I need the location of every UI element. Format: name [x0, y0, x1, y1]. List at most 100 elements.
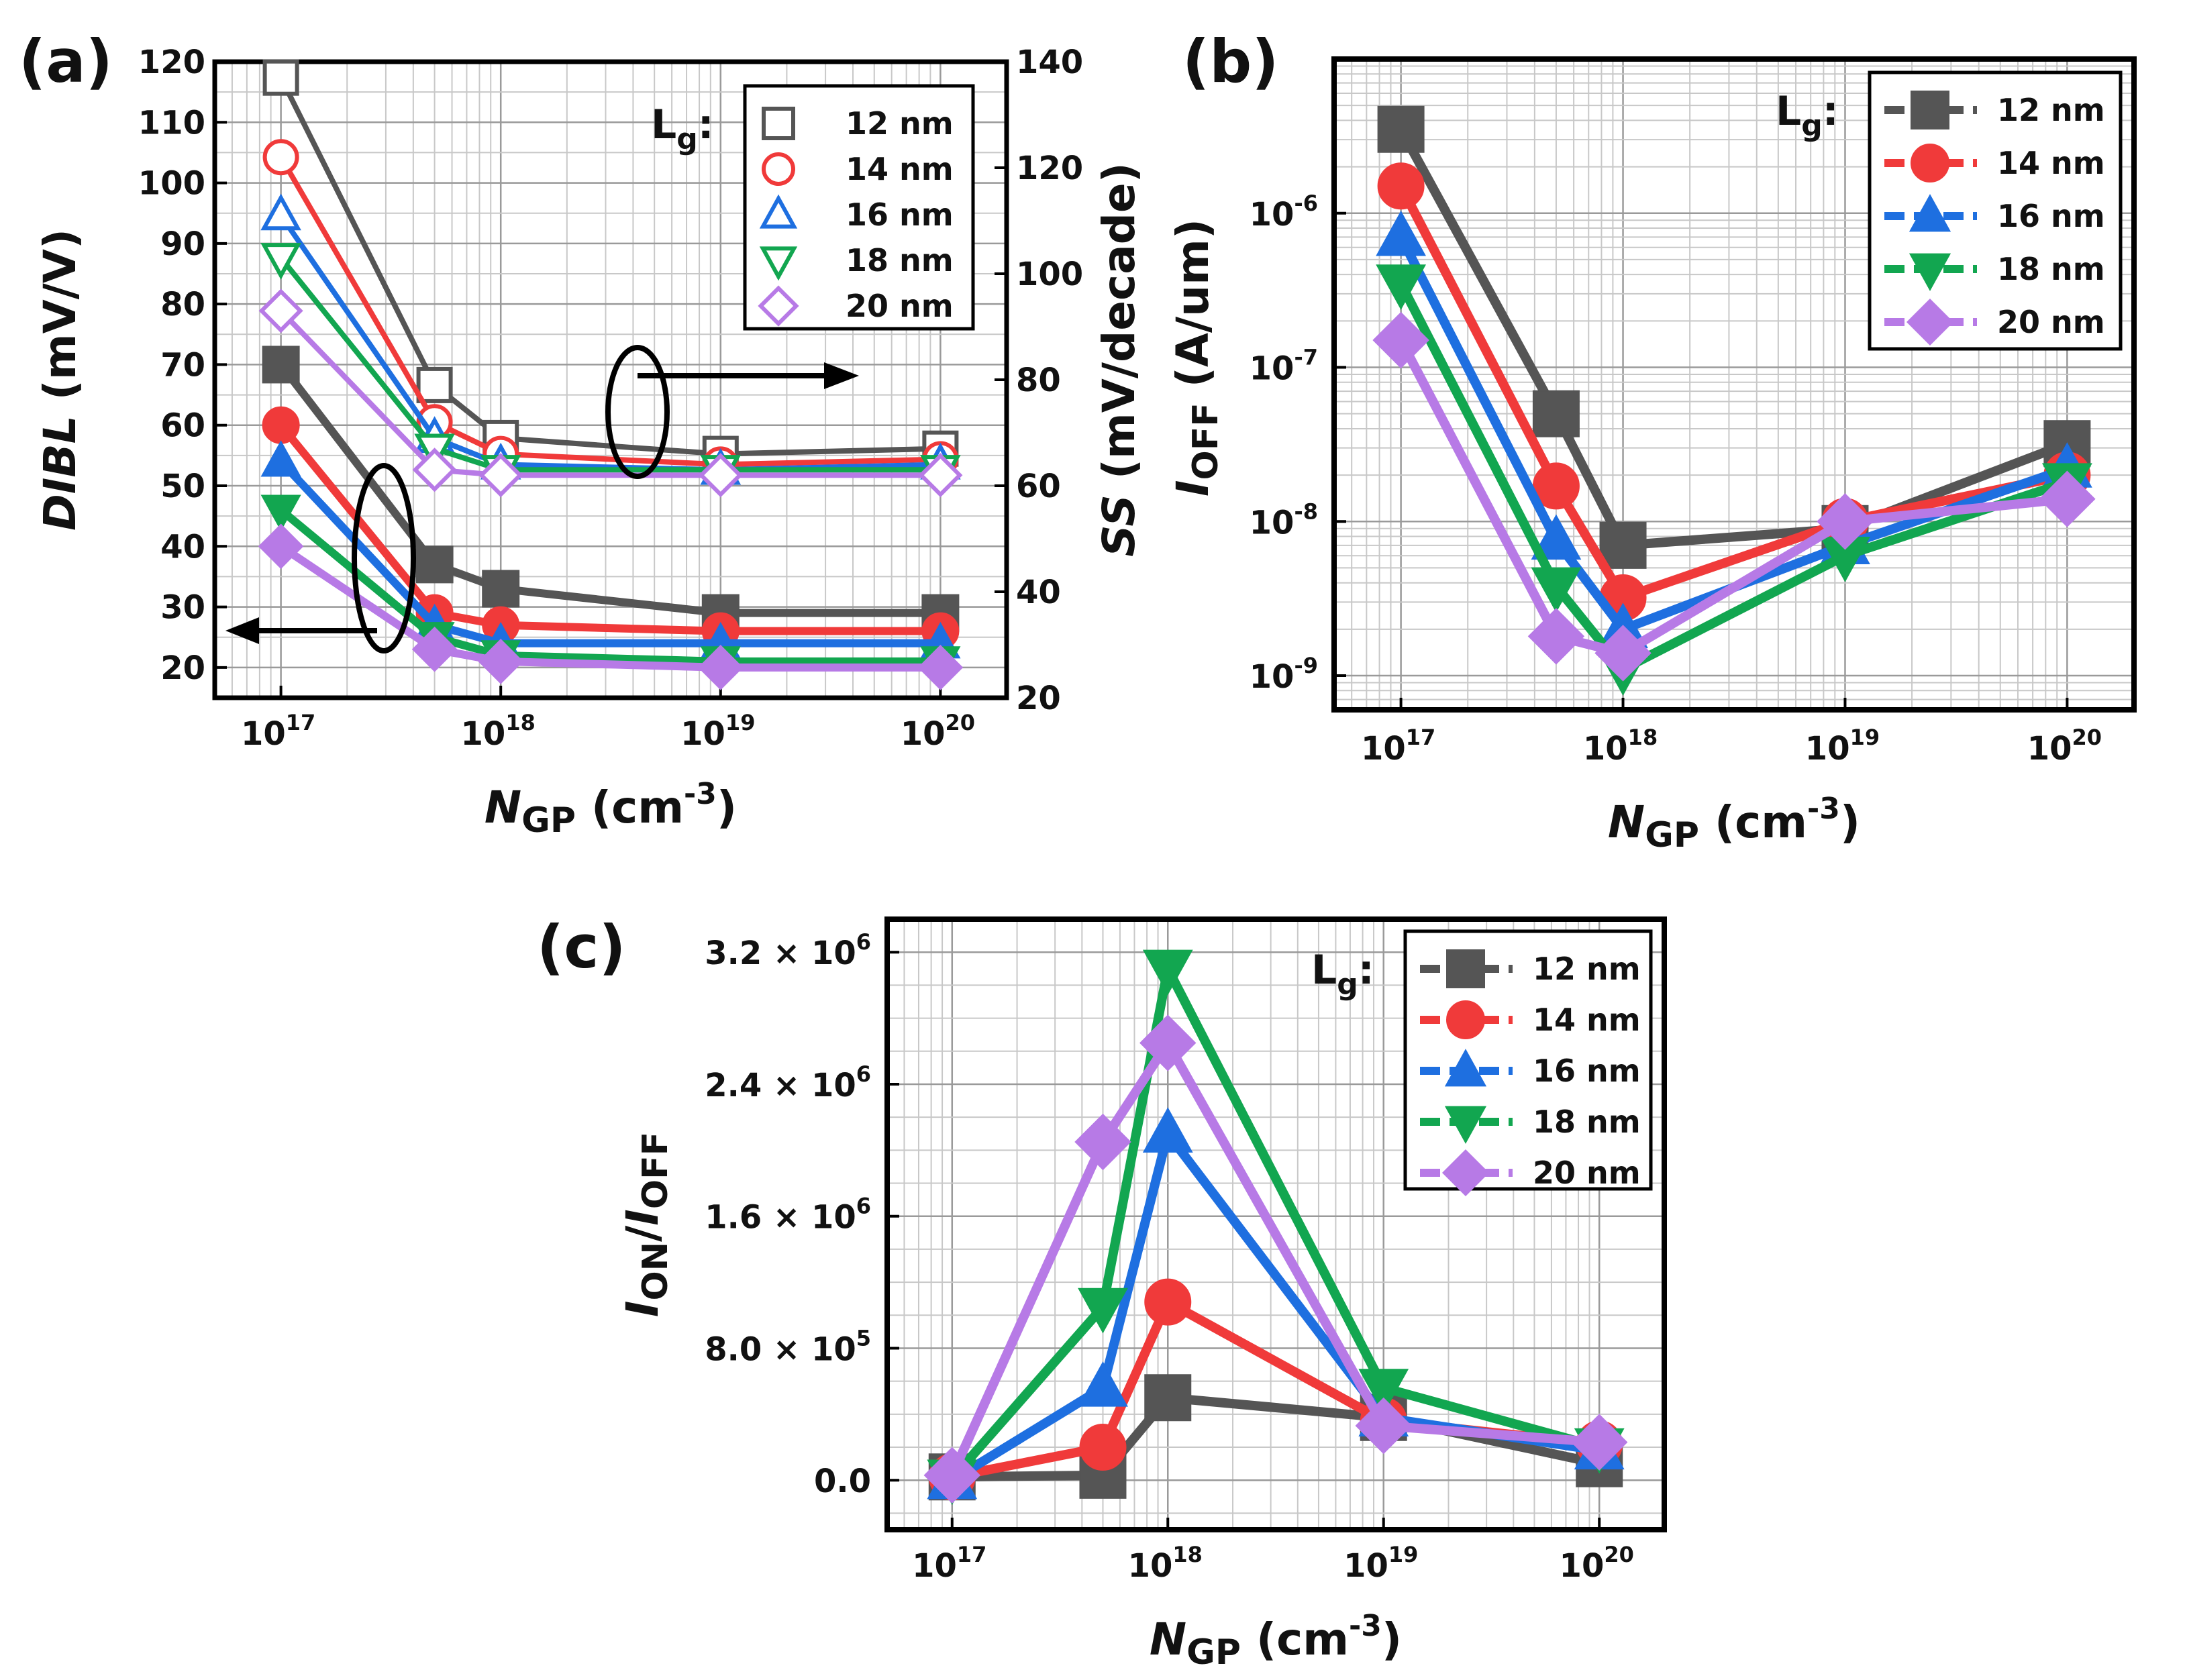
- data-point: [1531, 567, 1582, 613]
- xlabel-sup: -3: [1349, 1609, 1382, 1643]
- data-point: [1599, 521, 1647, 569]
- y2-tick-label: 20: [1016, 680, 1061, 717]
- xlabel-symbol: N: [485, 782, 521, 833]
- legend-entry-label: 14 nm: [1533, 1002, 1641, 1038]
- y-axis-label: IOFF (A/um): [1167, 219, 1226, 496]
- tick-base: 10: [2027, 730, 2072, 768]
- ylabel-symbol-on: I: [617, 1301, 668, 1318]
- y-tick-label: 40: [160, 528, 205, 566]
- y-tick-label: 10-8: [1250, 498, 1318, 541]
- data-point: [1372, 311, 1429, 369]
- data-point: [1377, 105, 1425, 153]
- tick-exponent: -9: [1294, 653, 1318, 678]
- y-tick-label: 3.2 × 106: [705, 929, 871, 972]
- tick-base: 10: [1583, 730, 1628, 768]
- legend-title: Lg:: [1311, 947, 1374, 1002]
- data-point: [1571, 1414, 1628, 1471]
- data-point: [1376, 264, 1427, 310]
- tick-base: 1.6 × 10: [705, 1199, 856, 1237]
- tick-exponent: -6: [1294, 191, 1318, 216]
- tick-base: 10: [901, 715, 946, 753]
- y-axis-label: ION/IOFF: [617, 1132, 676, 1317]
- dibl-point: [260, 494, 301, 531]
- legend-marker: [1441, 1149, 1490, 1197]
- annotation-ellipse-left: [352, 463, 416, 653]
- panel-label-c: (c): [537, 912, 626, 982]
- data-point: [1817, 493, 1874, 550]
- legend-marker: [759, 194, 798, 229]
- legend-entry-label: 12 nm: [846, 105, 954, 142]
- data-point: [1144, 1374, 1192, 1422]
- tick-exponent: -7: [1294, 345, 1318, 370]
- ylabel-symbol: DIBL: [34, 415, 86, 531]
- ss-point: [698, 453, 743, 498]
- y-tick-label: 70: [160, 346, 205, 384]
- data-point: [1074, 1113, 1131, 1171]
- dibl-point: [262, 346, 300, 384]
- xlabel-sup: -3: [684, 777, 717, 811]
- y-axis-label-text: IOFF (A/um): [1167, 219, 1226, 496]
- xlabel-unit: (cm: [1699, 796, 1807, 848]
- tick-base: 10: [1250, 196, 1294, 233]
- tick-base: 10: [1250, 504, 1294, 541]
- legend-title-L: L: [1776, 88, 1801, 135]
- legend-marker: [1446, 949, 1485, 988]
- tick-base: 10: [461, 715, 506, 753]
- x-tick-label: 1017: [241, 710, 315, 753]
- y-tick-label: 120: [138, 44, 205, 81]
- data-point: [2039, 470, 2096, 527]
- y-tick-label: 90: [160, 225, 205, 263]
- ylabel-slash: /: [617, 1225, 668, 1242]
- legend-entry-label: 16 nm: [1533, 1053, 1641, 1089]
- tick-base: 10: [680, 715, 725, 753]
- legend-title-L: L: [651, 101, 676, 148]
- y-tick-label: 1.6 × 106: [705, 1194, 871, 1237]
- data-point: [1078, 1288, 1128, 1334]
- y-tick-label: 100: [138, 165, 205, 203]
- dibl-point: [258, 523, 304, 570]
- tick-exponent: 19: [1388, 1542, 1419, 1567]
- tick-exponent: 20: [946, 710, 976, 735]
- data-point: [1139, 1014, 1197, 1071]
- data-point: [1355, 1397, 1412, 1455]
- ss-point: [416, 366, 453, 403]
- tick-base: 2.4 × 10: [705, 1067, 856, 1104]
- ylabel-symbol: SS: [1093, 494, 1145, 557]
- x-tick-label: 1020: [2027, 725, 2102, 768]
- ss-point: [412, 448, 457, 492]
- tick-exponent: 17: [1406, 725, 1436, 750]
- legend-title-L: L: [1311, 947, 1337, 994]
- ss-point: [260, 193, 301, 231]
- tick-exponent: 18: [505, 710, 536, 735]
- tick-exponent: 20: [2072, 725, 2102, 750]
- legend-entry-label: 12 nm: [1533, 951, 1641, 987]
- tick-exponent: -8: [1294, 498, 1318, 524]
- legend-marker: [759, 246, 798, 281]
- legend-entry-label: 20 nm: [1997, 304, 2105, 340]
- x-tick-label: 1018: [461, 710, 536, 753]
- y-tick-label: 10-9: [1250, 653, 1318, 696]
- tick-exponent: 17: [957, 1542, 987, 1567]
- y-tick-label: 60: [160, 407, 205, 445]
- tick-exponent: 6: [856, 1061, 871, 1087]
- legend-entry-label: 16 nm: [1997, 198, 2105, 234]
- plot-frame: [884, 916, 1667, 1532]
- dibl-point: [697, 645, 744, 690]
- xlabel-unit: (cm: [1241, 1614, 1349, 1665]
- tick-exponent: 19: [725, 710, 756, 735]
- y-tick-label: 10-7: [1250, 345, 1318, 388]
- dibl-point: [478, 639, 524, 684]
- y-tick-label: 10-6: [1250, 191, 1318, 233]
- xlabel-symbol: N: [1608, 796, 1645, 848]
- legend-entry-label: 12 nm: [1997, 92, 2105, 128]
- x-axis-label: NGP (cm-3): [1608, 792, 1860, 855]
- y-tick-label: 80: [160, 286, 205, 323]
- data-point: [1532, 390, 1580, 437]
- data-point: [1594, 625, 1652, 682]
- y-axis-label-left: DIBL (mV/V): [34, 229, 86, 531]
- data-point: [923, 1447, 980, 1504]
- xlabel-symbol: N: [1150, 1614, 1186, 1665]
- y-axis-label-text: SS (mV/decade): [1093, 162, 1145, 557]
